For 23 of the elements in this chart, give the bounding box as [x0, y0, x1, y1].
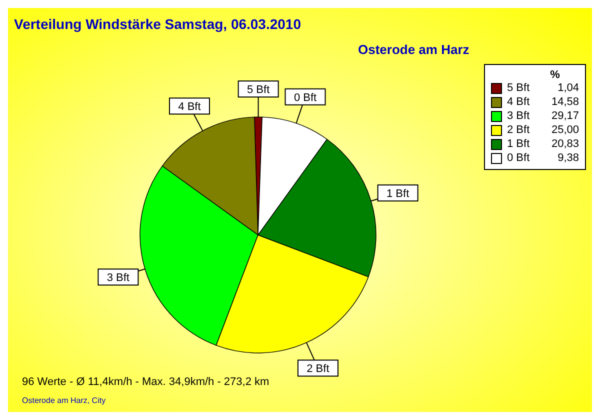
legend-label: 4 Bft	[507, 96, 531, 108]
data-label: 14,58	[550, 96, 579, 108]
data-label: 25,00	[550, 124, 579, 136]
legend-label: 3 Bft	[507, 110, 531, 122]
chart-subtitle: Osterode am Harz	[358, 42, 470, 57]
chart-title: Verteilung Windstärke Samstag, 06.03.2010	[14, 16, 302, 32]
text: Osterode am Harz, City	[22, 396, 106, 405]
slice-label: 1 Bft	[386, 188, 410, 200]
legend-title: %	[549, 69, 561, 81]
data-label: 9,38	[556, 152, 579, 164]
slice-label: 4 Bft	[178, 101, 201, 114]
legend-label: 5 Bft	[507, 82, 531, 94]
legend-label: 0 Bft	[507, 152, 531, 164]
text: 96 Werte - Ø 11,4km/h - Max. 34,9km/h - 273,2 km	[22, 376, 270, 388]
slice-label: 2 Bft	[306, 363, 330, 376]
slice-label: 3 Bft	[106, 272, 130, 284]
slice-label: 0 Bft	[294, 92, 317, 104]
data-label: 29,17	[550, 110, 579, 122]
legend-label: 2 Bft	[507, 124, 531, 136]
slice-label: 5 Bft	[247, 84, 270, 96]
data-label: 20,83	[550, 138, 579, 150]
legend-label: 1 Bft	[507, 138, 531, 150]
data-label: 1,04	[556, 82, 579, 94]
